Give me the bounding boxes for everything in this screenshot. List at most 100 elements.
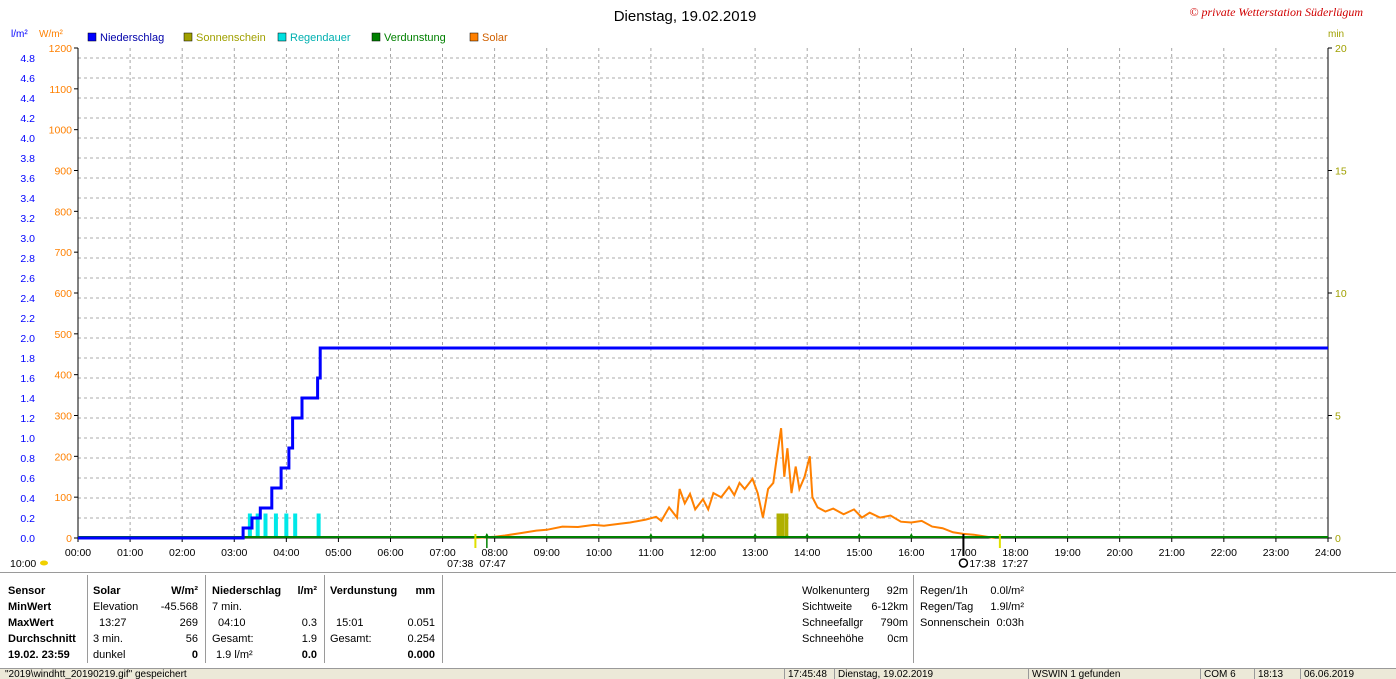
y-tick-left: 0.4 — [20, 493, 35, 505]
x-tick-label: 10:00 — [586, 547, 612, 559]
y-tick-left: 0.8 — [20, 453, 35, 465]
x-tick-label: 07:00 — [429, 547, 455, 559]
stats-row: 04:10 0.3 — [218, 617, 317, 629]
sunset-label: 17:38 — [969, 558, 995, 570]
stats-row: Gesamt: 1.9 — [212, 633, 317, 645]
regendauer-bar — [293, 513, 298, 538]
stats-panel: Sensor MinWert MaxWert Durchschnitt 19.0… — [0, 572, 1396, 669]
y-tick-left: 2.2 — [20, 313, 35, 325]
stats-row: Gesamt: 0.254 — [330, 633, 435, 645]
sonnenschein-bar — [776, 513, 781, 538]
stats-row: dunkel 0 — [93, 649, 198, 661]
legend-swatch — [183, 32, 193, 42]
x-tick-label: 16:00 — [898, 547, 924, 559]
x-tick-label: 13:00 — [742, 547, 768, 559]
solar-line — [473, 428, 995, 539]
y-tick-solar: 800 — [54, 206, 72, 218]
stats-row: 3 min. 56 — [93, 633, 198, 645]
stats-header: Sensor — [8, 583, 88, 599]
status-clock: 18:13 — [1254, 669, 1298, 679]
y-tick-left: 4.0 — [20, 133, 35, 145]
stats-row: 13:27 269 — [99, 617, 198, 629]
chart-title: Dienstag, 19.02.2019 — [614, 8, 757, 25]
status-wswin: WSWIN 1 gefunden — [1028, 669, 1200, 679]
x-tick-label: 23:00 — [1263, 547, 1289, 559]
stats-row: Regen/Tag 1.9l/m² — [920, 601, 1024, 613]
stats-row: 1.9 l/m² 0.0 — [216, 649, 317, 661]
x-tick-label: 01:00 — [117, 547, 143, 559]
y-tick-left: 2.6 — [20, 273, 35, 285]
y-tick-right: 5 — [1335, 411, 1341, 423]
y-tick-solar: 0 — [66, 533, 72, 545]
stats-row: 19.02. 23:59 — [8, 649, 70, 661]
stats-header: Solar W/m² — [93, 585, 198, 597]
x-tick-label: 03:00 — [221, 547, 247, 559]
legend-label: Solar — [482, 32, 508, 44]
status-date: Dienstag, 19.02.2019 — [834, 669, 1024, 679]
y-tick-right: 15 — [1335, 166, 1347, 178]
x-tick-label: 22:00 — [1211, 547, 1237, 559]
y-tick-left: 3.0 — [20, 233, 35, 245]
stats-row: Wolkenunterg 92m — [802, 585, 908, 597]
stats-header: Verdunstung mm — [330, 585, 435, 597]
stats-row: Regen/1h 0.0l/m² — [920, 585, 1024, 597]
regendauer-bar — [255, 513, 260, 538]
verdunstung-marker — [909, 533, 914, 537]
legend-label: Sonnenschein — [196, 32, 266, 44]
legend-label: Regendauer — [290, 32, 351, 44]
verdunstung-marker — [753, 533, 758, 537]
y-tick-solar: 900 — [54, 166, 72, 178]
divider — [442, 575, 443, 663]
y-tick-solar: 300 — [54, 411, 72, 423]
verdunstung-marker — [701, 533, 705, 537]
y-tick-left: 4.4 — [20, 93, 35, 105]
status-com: COM 6 — [1200, 669, 1250, 679]
sonnenschein-bar — [784, 513, 789, 538]
x-tick-label: 00:00 — [65, 547, 91, 559]
stats-row — [330, 599, 438, 615]
y-tick-left: 2.4 — [20, 293, 35, 305]
stats-row: Schneehöhe 0cm — [802, 633, 908, 645]
regendauer-bar — [273, 513, 278, 538]
stats-row: MaxWert — [8, 617, 54, 629]
legend-swatch — [371, 32, 381, 42]
verdunstung-marker — [857, 533, 862, 537]
y-tick-left: 2.0 — [20, 333, 35, 345]
divider — [913, 575, 914, 663]
status-today: 06.06.2019 — [1300, 669, 1396, 679]
x-tick-label: 05:00 — [325, 547, 351, 559]
stats-row: Durchschnitt — [8, 633, 76, 645]
legend-label: Verdunstung — [384, 32, 446, 44]
verdunstung-marker — [648, 533, 653, 537]
y-tick-left: 2.8 — [20, 253, 35, 265]
y-tick-solar: 1100 — [49, 84, 72, 96]
y-tick-left: 3.4 — [20, 193, 35, 205]
regendauer-bar — [247, 513, 252, 538]
stats-row: Elevation -45.568 — [93, 601, 198, 613]
divider — [324, 575, 325, 663]
y-tick-left: 4.6 — [20, 73, 35, 85]
left-axis-unit: l/m² — [11, 29, 28, 40]
stats-row: MinWert — [8, 601, 52, 613]
x-tick-label: 11:00 — [638, 547, 664, 559]
y-tick-left: 0.0 — [20, 533, 35, 545]
stats-row: Schneefallgr 790m — [802, 617, 908, 629]
corner-label: 10:00 — [10, 558, 36, 570]
stats-row: 7 min. — [212, 601, 242, 613]
y-tick-left: 1.2 — [20, 413, 35, 425]
y-tick-right: 0 — [1335, 533, 1341, 545]
divider — [87, 575, 88, 663]
stats-row: 15:01 0.051 — [336, 617, 435, 629]
copyright-label: © private Wetterstation Süderlügum — [1189, 5, 1363, 19]
y-tick-solar: 1000 — [49, 125, 73, 137]
x-tick-label: 14:00 — [794, 547, 820, 559]
sunset-label-2: 17:27 — [1002, 558, 1028, 570]
legend: Niederschlag Sonnenschein Regendauer Verdun… — [87, 32, 508, 44]
legend-swatch — [469, 32, 479, 42]
status-time: 17:45:48 — [784, 669, 834, 679]
x-tick-label: 02:00 — [169, 547, 195, 559]
legend-swatch — [87, 32, 97, 42]
y-tick-left: 1.0 — [20, 433, 35, 445]
x-tick-label: 06:00 — [377, 547, 403, 559]
stats-verdunstung-column: Verdunstung mm 15:01 0.051 Gesamt: 0.254 0… — [330, 573, 438, 663]
